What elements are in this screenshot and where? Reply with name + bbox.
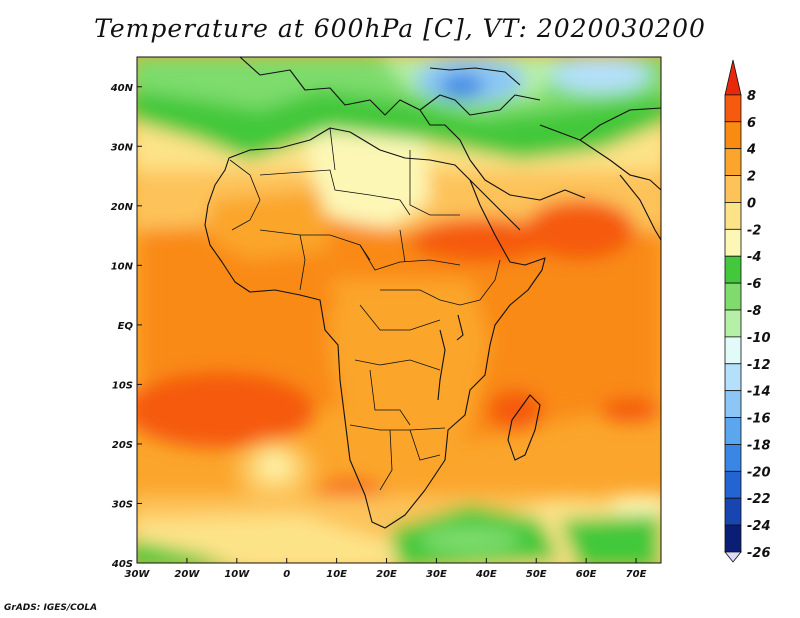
lon-tick-label: 10E bbox=[326, 569, 347, 580]
colorbar-label: -2 bbox=[747, 223, 761, 238]
colorbar-label: -18 bbox=[747, 438, 771, 453]
country-borders bbox=[229, 127, 501, 491]
colorbar-label: 2 bbox=[747, 170, 756, 185]
lon-tick-label: 30W bbox=[125, 569, 151, 580]
colorbar-label: -12 bbox=[747, 358, 771, 373]
colorbar-swatch bbox=[724, 94, 742, 123]
colorbar-swatch bbox=[724, 282, 742, 311]
colorbar-label: -6 bbox=[747, 277, 761, 292]
colorbar-label: 8 bbox=[747, 89, 756, 104]
lon-tick-label: 10W bbox=[224, 569, 250, 580]
colorbar-label: -16 bbox=[747, 412, 771, 427]
colorbar-bottom-arrow bbox=[724, 551, 742, 563]
colorbar-label: -8 bbox=[747, 304, 761, 319]
colorbar-label: -24 bbox=[747, 519, 771, 534]
map-title: Temperature at 600hPa [C], VT: 202003020… bbox=[94, 14, 706, 43]
lat-tick-label: 30S bbox=[112, 499, 133, 510]
lon-tick-label: 0 bbox=[283, 569, 290, 580]
colorbar-swatch bbox=[724, 121, 742, 150]
lat-tick-label: EQ bbox=[118, 321, 134, 332]
colorbar-swatch bbox=[724, 363, 742, 392]
colorbar-swatch bbox=[724, 309, 742, 338]
lon-tick-label: 60E bbox=[576, 569, 597, 580]
grads-credit: GrADS: IGES/COLA bbox=[4, 603, 98, 613]
colorbar-swatch bbox=[724, 255, 742, 284]
colorbar-label: 4 bbox=[746, 143, 756, 158]
lat-tick-label: 30N bbox=[111, 142, 134, 153]
lat-tick-label: 20N bbox=[111, 202, 134, 213]
colorbar-swatch bbox=[724, 228, 742, 257]
temperature-field bbox=[137, 57, 661, 563]
lat-tick-label: 40S bbox=[111, 559, 133, 570]
colorbar-swatch bbox=[724, 444, 742, 472]
colorbar-swatch bbox=[724, 336, 742, 365]
colorbar-swatch bbox=[724, 175, 742, 203]
lon-tick-label: 20W bbox=[174, 569, 200, 580]
colorbar-swatch bbox=[724, 390, 742, 418]
colorbar-label: 6 bbox=[747, 116, 756, 131]
coastlines bbox=[204, 57, 661, 529]
colorbar-swatch bbox=[724, 470, 742, 499]
colorbar-label: 0 bbox=[747, 196, 756, 211]
colorbar-swatch bbox=[724, 202, 742, 230]
colorbar-label: -22 bbox=[747, 492, 771, 507]
map-border bbox=[136, 56, 662, 564]
lat-tick-label: 20S bbox=[112, 440, 133, 451]
lat-tick-label: 40N bbox=[110, 83, 134, 94]
colorbar-swatch bbox=[724, 417, 742, 445]
lon-tick-label: 30E bbox=[426, 569, 447, 580]
colorbar-label: -10 bbox=[747, 331, 771, 346]
lat-tick-label: 10N bbox=[111, 261, 134, 272]
map-axes: 30W 20W 10W 0 10E 20E 30E 40E 50E 60E 70E 40N 30N 20N… bbox=[110, 83, 647, 580]
colorbar-swatch bbox=[724, 497, 742, 526]
colorbar-label: -4 bbox=[747, 250, 761, 265]
lon-tick-label: 50E bbox=[526, 569, 547, 580]
lat-tick-label: 10S bbox=[112, 380, 133, 391]
colorbar-label: -26 bbox=[747, 546, 771, 561]
colorbar-swatch bbox=[724, 524, 742, 553]
lon-tick-label: 40E bbox=[475, 569, 497, 580]
lon-tick-label: 70E bbox=[626, 569, 647, 580]
colorbar-label: -14 bbox=[747, 385, 771, 400]
lon-tick-label: 20E bbox=[376, 569, 397, 580]
colorbar-swatch bbox=[724, 148, 742, 176]
colorbar-swatch bbox=[724, 59, 742, 96]
colorbar-label: -20 bbox=[747, 465, 771, 480]
